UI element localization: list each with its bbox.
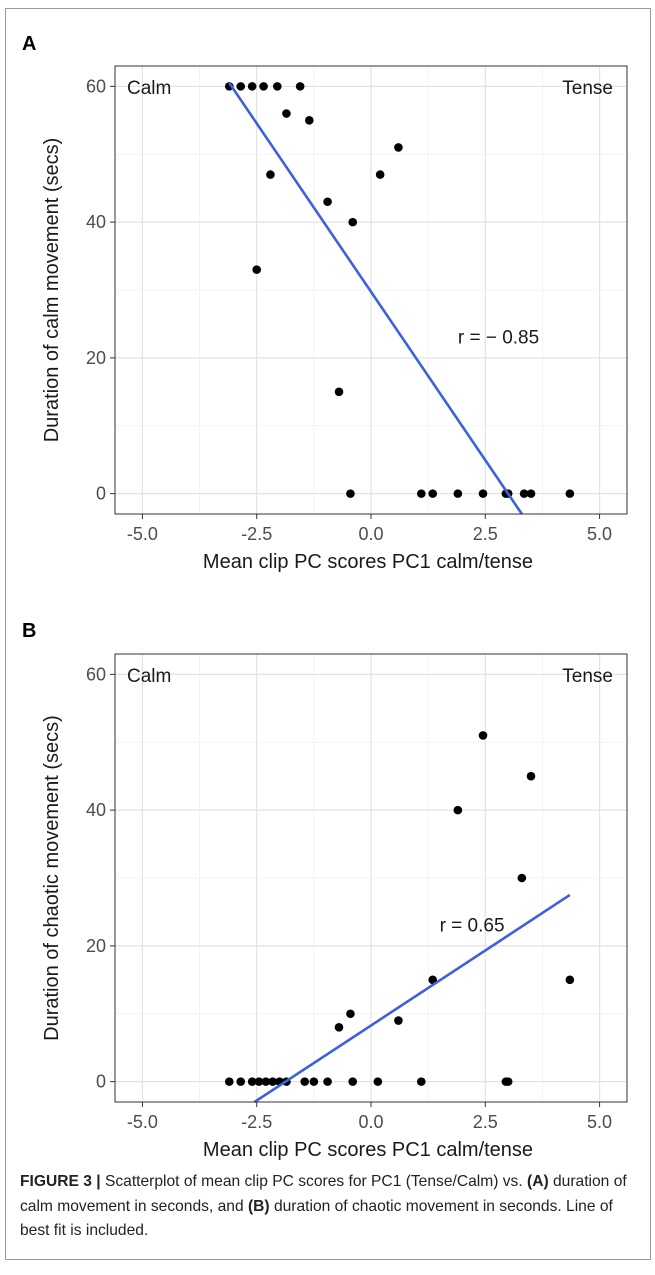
data-point — [309, 1077, 319, 1086]
panel-b-y-axis-title: Duration of chaotic movement (secs) — [41, 715, 63, 1041]
data-point — [416, 489, 426, 498]
y-tick-label: 60 — [86, 664, 106, 684]
figure-frame — [5, 8, 651, 1260]
data-point — [453, 805, 463, 815]
data-point — [503, 1077, 513, 1086]
panel-b-r-label: r = 0.65 — [440, 916, 505, 937]
data-point — [416, 1077, 426, 1086]
panel-a-y-axis-title: Duration of calm movement (secs) — [41, 138, 63, 443]
caption-text-2: duration of calm movement in seconds, an… — [20, 1173, 627, 1215]
data-point — [272, 82, 282, 91]
y-tick-label: 20 — [86, 348, 106, 368]
panel-b-plot-border — [114, 653, 628, 1103]
panel-a-tense-label: Tense — [562, 78, 613, 99]
data-point — [282, 109, 291, 118]
panel-b-calm-label: Calm — [127, 666, 171, 687]
panel-a-x-ticks: -5.0 -2.5 0.0 2.5 5.0 — [127, 514, 612, 544]
panel-a-calm-label: Calm — [127, 78, 171, 99]
data-point — [394, 143, 403, 152]
data-point — [478, 731, 488, 740]
panel-a-r-label: r = − 0.85 — [458, 328, 539, 349]
data-point — [268, 1077, 278, 1086]
x-tick-label: 0.0 — [358, 524, 383, 544]
data-point — [266, 170, 275, 179]
panel-b: B 0 20 40 60 -5.0 -2.5 0.0 2.5 5.0 Calm Tense r… — [22, 620, 628, 1161]
x-tick-label: -2.5 — [241, 524, 272, 544]
caption-a-label: (A) — [527, 1173, 549, 1190]
data-point — [394, 1016, 403, 1025]
panel-b-points — [224, 731, 575, 1086]
data-point — [348, 217, 358, 227]
data-point — [346, 1009, 355, 1019]
data-point — [236, 1077, 246, 1086]
y-tick-label: 40 — [86, 800, 106, 820]
x-tick-label: -5.0 — [127, 524, 158, 544]
data-point — [526, 771, 536, 781]
data-point — [323, 197, 332, 207]
panel-a: A 0 20 40 60 -5.0 -2.5 0.0 2.5 5.0 Calm Tense r… — [22, 33, 628, 573]
figure-canvas: A 0 20 40 60 -5.0 -2.5 0.0 2.5 5.0 Calm Tense r… — [22, 33, 628, 1161]
caption-figure-label: FIGURE 3 | — [20, 1173, 101, 1190]
data-point — [517, 873, 527, 883]
data-point — [519, 489, 529, 498]
data-point — [224, 1077, 234, 1086]
panel-b-letter: B — [22, 620, 36, 642]
x-tick-label: -5.0 — [127, 1112, 158, 1132]
data-point — [334, 1023, 344, 1032]
panel-a-plot-border — [114, 65, 628, 515]
data-point — [304, 116, 314, 125]
y-tick-label: 0 — [96, 1072, 106, 1092]
data-point — [478, 489, 488, 498]
data-point — [236, 82, 246, 91]
y-tick-label: 20 — [86, 936, 106, 956]
data-point — [295, 82, 305, 91]
y-tick-label: 40 — [86, 212, 106, 232]
data-point — [428, 975, 438, 985]
data-point — [323, 1077, 332, 1086]
panel-b-y-ticks: 0 20 40 60 — [86, 664, 115, 1092]
caption-text-3: duration of chaotic movement in seconds.… — [20, 1197, 613, 1240]
data-point — [259, 82, 268, 91]
panel-b-x-ticks: -5.0 -2.5 0.0 2.5 5.0 — [127, 1102, 612, 1132]
panel-a-fit-line — [228, 82, 523, 515]
x-tick-label: 2.5 — [473, 524, 498, 544]
data-point — [254, 1077, 264, 1086]
y-tick-label: 60 — [86, 76, 106, 96]
x-tick-label: 0.0 — [358, 1112, 383, 1132]
panel-a-x-axis-title: Mean clip PC scores PC1 calm/tense — [203, 551, 533, 573]
data-point — [526, 489, 536, 498]
data-point — [334, 387, 344, 397]
caption-b-label: (B) — [247, 1197, 270, 1215]
data-point — [252, 265, 262, 274]
x-tick-label: 5.0 — [587, 1112, 612, 1132]
y-tick-label: 0 — [96, 484, 106, 504]
caption-text-1: Scatterplot of mean clip PC scores for P… — [100, 1173, 528, 1190]
data-point — [261, 1077, 271, 1086]
panel-b-tense-label: Tense — [562, 666, 613, 687]
data-point — [247, 82, 257, 91]
panel-a-points — [224, 82, 575, 498]
panel-b-fit-line — [253, 893, 571, 1104]
data-point — [428, 489, 438, 498]
data-point — [247, 1077, 257, 1086]
data-point — [565, 489, 575, 498]
x-tick-label: 2.5 — [473, 1112, 498, 1132]
data-point — [300, 1077, 310, 1086]
data-point — [375, 170, 385, 179]
panel-b-x-axis-title: Mean clip PC scores PC1 calm/tense — [203, 1139, 533, 1161]
x-tick-label: 5.0 — [587, 524, 612, 544]
data-point — [373, 1077, 383, 1086]
x-tick-label: -2.5 — [241, 1112, 272, 1132]
panel-a-letter: A — [22, 33, 36, 55]
data-point — [565, 975, 575, 985]
panel-a-y-ticks: 0 20 40 60 — [86, 76, 115, 504]
panel-b-major-grid — [115, 654, 627, 1102]
data-point — [348, 1077, 358, 1086]
data-point — [453, 489, 463, 498]
figure-caption: FIGURE 3 | Scatterplot of mean clip PC s… — [20, 1170, 645, 1244]
data-point — [346, 489, 355, 498]
